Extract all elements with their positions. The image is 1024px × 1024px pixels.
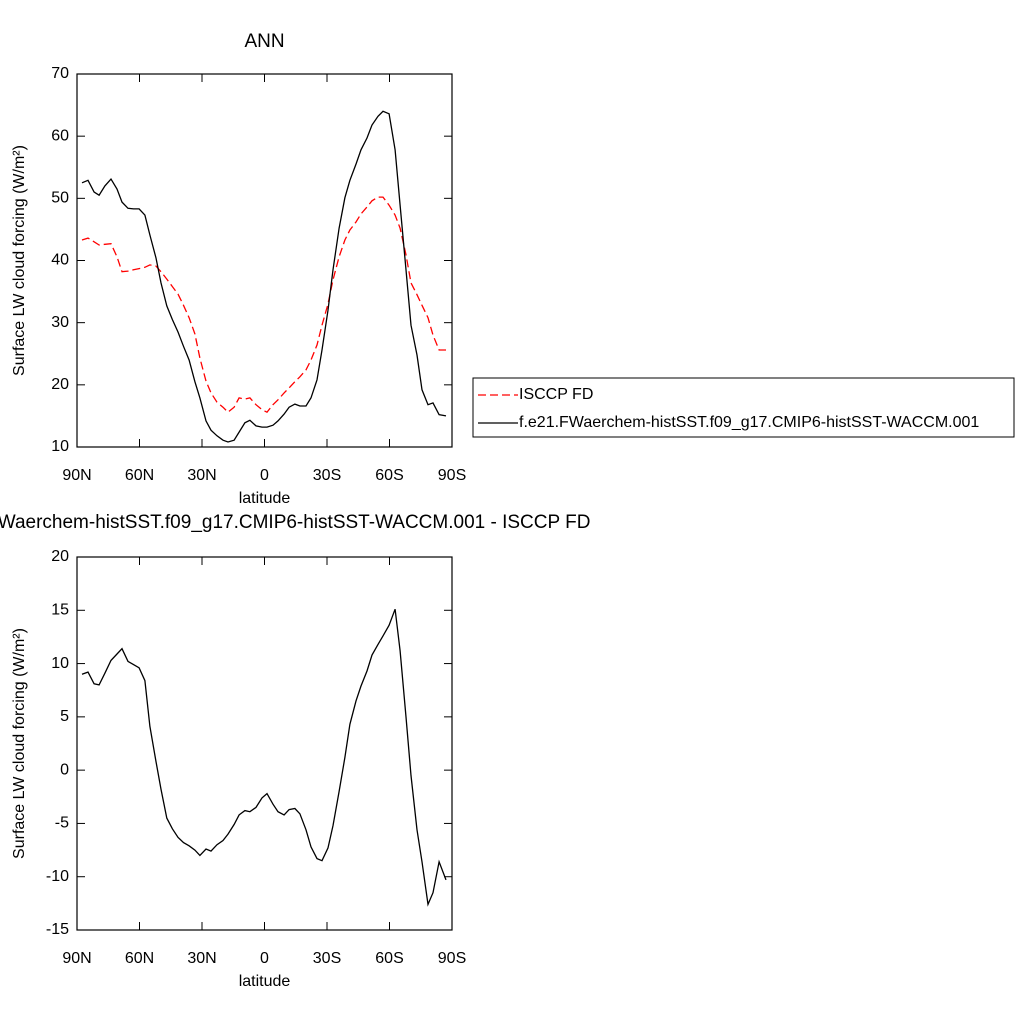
x-tick-label: 90S: [438, 467, 466, 484]
plot-frame: [76, 73, 453, 448]
x-tick-label: 90N: [62, 950, 91, 967]
y-tick-label: 15: [51, 602, 69, 619]
y-tick-label: 10: [51, 438, 69, 455]
y-tick-label: -5: [55, 815, 69, 832]
x-tick-label: 90N: [62, 467, 91, 484]
x-tick-label: 30S: [313, 950, 341, 967]
y-tick-label: 0: [60, 761, 69, 778]
y-tick-label: 20: [51, 548, 69, 565]
legend-label: f.e21.FWaerchem-histSST.f09_g17.CMIP6-hi…: [519, 414, 979, 431]
x-tick-label: 30S: [313, 467, 341, 484]
x-tick-label: 0: [260, 950, 269, 967]
y-tick-label: 70: [51, 65, 69, 82]
legend-label: ISCCP FD: [519, 386, 593, 403]
y-tick-label: 30: [51, 314, 69, 331]
y-axis-label: Surface LW cloud forcing (W/m²): [11, 628, 28, 859]
x-axis-label: latitude: [239, 973, 291, 990]
y-tick-label: 50: [51, 190, 69, 207]
data-line: [81, 196, 446, 414]
y-tick-label: 60: [51, 127, 69, 144]
y-axis-label: Surface LW cloud forcing (W/m²): [11, 145, 28, 376]
x-tick-label: 60N: [125, 467, 154, 484]
y-tick-label: 10: [51, 655, 69, 672]
data-line: [81, 110, 447, 443]
x-tick-label: 0: [260, 467, 269, 484]
y-tick-label: -10: [46, 868, 69, 885]
y-tick-label: 40: [51, 252, 69, 269]
y-tick-label: -15: [46, 921, 69, 938]
x-tick-label: 60S: [375, 467, 403, 484]
chart-title: f.e21.FWaerchem-histSST.f09_g17.CMIP6-hi…: [0, 512, 590, 533]
y-tick-label: 5: [60, 708, 69, 725]
x-tick-label: 60N: [125, 950, 154, 967]
x-tick-label: 30N: [187, 950, 216, 967]
x-axis-label: latitude: [239, 490, 291, 507]
x-tick-label: 90S: [438, 950, 466, 967]
y-tick-label: 20: [51, 376, 69, 393]
legend: ISCCP FD f.e21.FWaerchem-histSST.f09_g17.…: [472, 377, 1015, 438]
x-tick-label: 30N: [187, 467, 216, 484]
data-line: [81, 608, 447, 907]
chart-title: ANN: [244, 31, 284, 52]
legend-box: [472, 377, 1015, 438]
x-tick-label: 60S: [375, 950, 403, 967]
